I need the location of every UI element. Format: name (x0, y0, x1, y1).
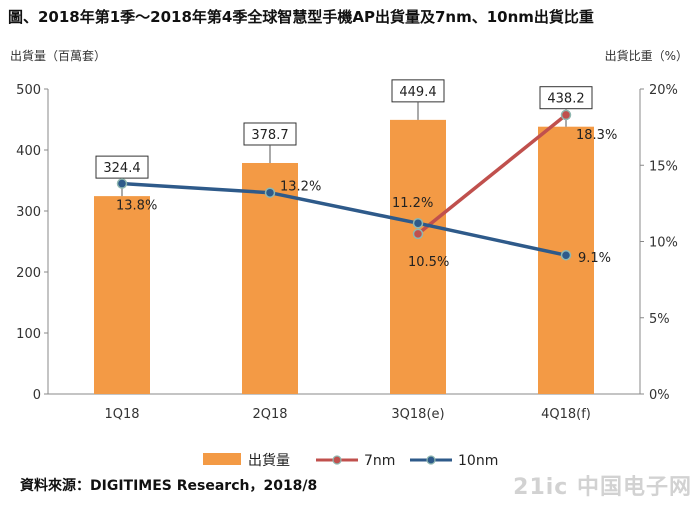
series-point-10nm (560, 249, 572, 261)
series-point-7nm (412, 228, 424, 240)
series-point-10nm (264, 187, 276, 198)
left-axis-label: 出貨量（百萬套） (10, 49, 107, 63)
bar-value-label: 449.4 (399, 85, 436, 100)
watermark-logo: 21ic 中国电子网 (513, 475, 692, 500)
right-tick-label: 10% (649, 236, 678, 251)
bar-value-label: 378.7 (251, 128, 288, 143)
right-tick-label: 15% (649, 159, 678, 174)
series-data-label: 18.3% (576, 128, 617, 143)
legend-label-10nm: 10nm (458, 453, 498, 469)
bar (390, 119, 446, 394)
left-tick-label: 200 (16, 266, 41, 281)
bar (242, 162, 298, 394)
legend-swatch-bars (203, 453, 241, 465)
series-data-label: 13.8% (116, 199, 157, 214)
bar (94, 196, 150, 394)
legend-marker-7nm (332, 455, 342, 465)
right-tick-label: 5% (649, 312, 670, 327)
right-tick-label: 0% (649, 388, 670, 403)
series-line-10nm (121, 181, 567, 257)
series-data-label: 13.2% (280, 180, 321, 195)
bar-value-label: 324.4 (103, 161, 140, 176)
series-point-10nm (116, 178, 128, 189)
x-tick-label: 3Q18(e) (391, 407, 444, 422)
chart-title: 圖、2018年第1季～2018年第4季全球智慧型手機AP出貨量及7nm、10nm… (8, 8, 594, 26)
x-tick-label: 1Q18 (104, 407, 139, 422)
series-data-label: 10.5% (408, 255, 449, 270)
x-tick-label: 4Q18(f) (541, 407, 591, 422)
series-point-10nm (412, 217, 424, 229)
x-tick-label: 2Q18 (252, 407, 287, 422)
legend-label-bars: 出貨量 (248, 452, 290, 469)
chart-canvas: 0 100 200 300 400 500 0% 5% 10% 15% 20% 1Q18 2Q18 3Q1… (16, 79, 678, 469)
left-tick-label: 0 (33, 388, 41, 403)
right-axis-label: 出貨比重（%） (604, 49, 688, 63)
series-data-label: 11.2% (392, 196, 433, 211)
right-tick-label: 20% (649, 83, 678, 98)
bar-value-label: 438.2 (547, 92, 584, 107)
legend-label-7nm: 7nm (364, 453, 395, 469)
series-line-7nm (416, 113, 568, 236)
left-tick-label: 100 (16, 327, 41, 342)
left-tick-label: 400 (16, 144, 41, 159)
source-note: 資料來源：DIGITIMES Research，2018/8 (20, 478, 318, 494)
left-tick-label: 300 (16, 205, 41, 220)
legend-marker-10nm (426, 455, 436, 465)
series-data-label: 9.1% (578, 251, 611, 266)
left-tick-label: 500 (16, 83, 41, 98)
series-point-7nm (560, 109, 572, 121)
